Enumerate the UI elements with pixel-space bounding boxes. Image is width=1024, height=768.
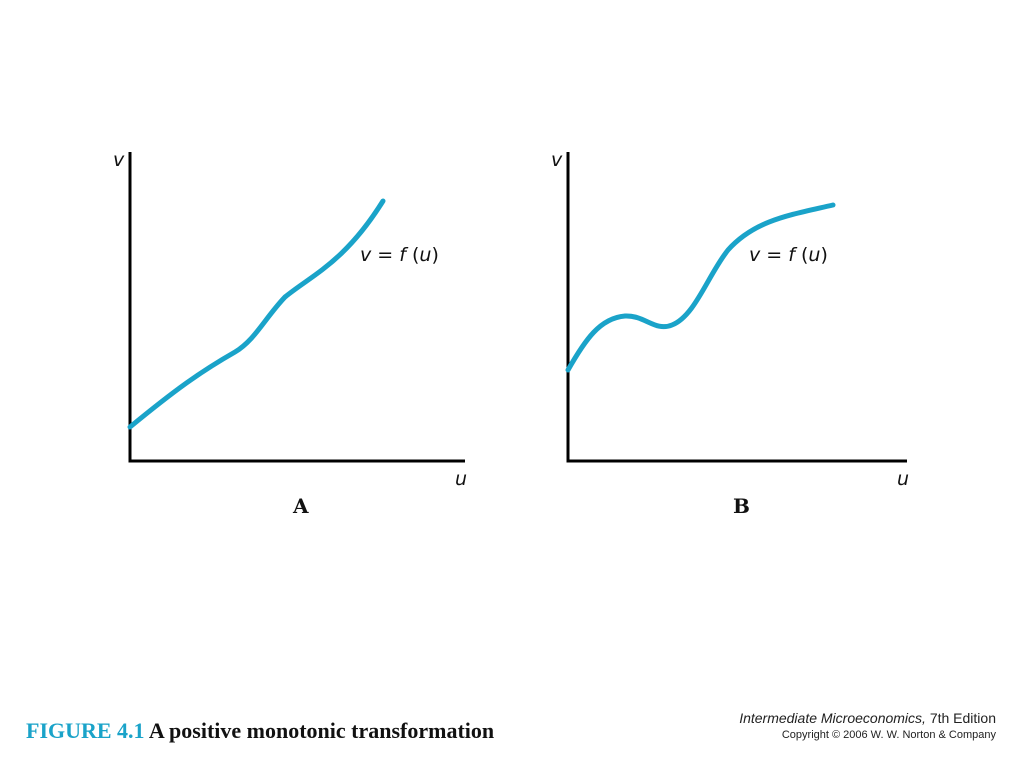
panel-b-y-axis-label: v xyxy=(551,149,563,171)
copyright-notice: Copyright © 2006 W. W. Norton & Company xyxy=(781,729,996,741)
panel-b-letter: B xyxy=(733,494,750,518)
panel-a-curve-label-eq: = xyxy=(371,244,399,266)
panel-b-curve-label-open: ( xyxy=(795,244,808,266)
book-title: Intermediate Microeconomics, xyxy=(739,710,926,726)
figure-number: FIGURE 4.1 xyxy=(26,718,145,743)
panel-a-y-axis-label: v xyxy=(113,149,125,171)
panel-a-x-axis-label: u xyxy=(455,468,467,490)
panel-a-letter: A xyxy=(292,494,309,518)
panel-b-curve-label-arg: u xyxy=(808,244,820,266)
panel-a-curve-label-fn: f xyxy=(399,244,409,266)
panel-a-curve-label-open: ( xyxy=(406,244,419,266)
panel-b-curve xyxy=(565,202,836,373)
source-credit: Intermediate Microeconomics, 7th Edition… xyxy=(739,710,996,741)
panel-b-curve-label-fn: f xyxy=(788,244,798,266)
panel-b-curve-label-lhs: v xyxy=(749,244,761,266)
panel-b-x-axis-label: u xyxy=(897,468,909,490)
panel-a-curve-label-close: ) xyxy=(431,244,438,266)
book-edition: 7th Edition xyxy=(925,710,996,726)
panel-a-curve-label: v = f (u) xyxy=(360,244,439,266)
book-reference: Intermediate Microeconomics, 7th Edition xyxy=(739,710,996,726)
panel-b-curve-label-close: ) xyxy=(820,244,827,266)
panel-b-curve-label: v = f (u) xyxy=(749,244,828,266)
panel-a-curve-label-lhs: v xyxy=(360,244,372,266)
panel-a: v u v = f (u) A xyxy=(113,149,467,518)
panel-a-curve xyxy=(127,198,386,430)
panel-b: v u v = f (u) B xyxy=(551,149,909,518)
panel-b-curve-label-eq: = xyxy=(760,244,788,266)
figure-title: A positive monotonic transformation xyxy=(148,718,495,743)
panel-a-curve-label-arg: u xyxy=(419,244,431,266)
figure-caption: FIGURE 4.1 A positive monotonic transfor… xyxy=(26,718,494,744)
